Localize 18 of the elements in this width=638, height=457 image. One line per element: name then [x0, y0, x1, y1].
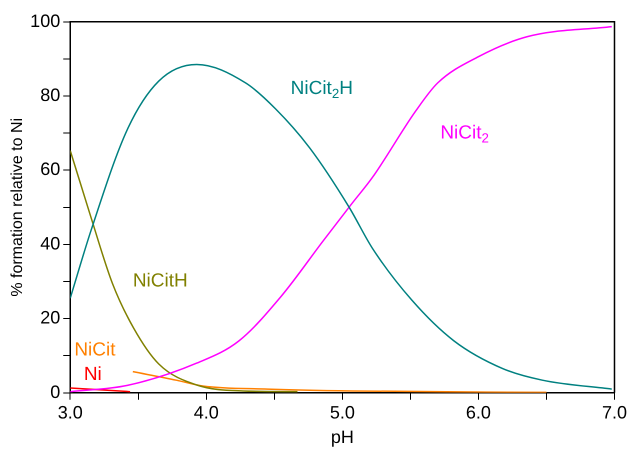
y-tick-label: 20	[40, 308, 60, 328]
series-label: NiCitH	[132, 270, 188, 292]
x-tick-label: 7.0	[602, 402, 628, 423]
x-tick-label: 5.0	[330, 402, 355, 423]
y-axis-title: % formation relative to Ni	[9, 118, 26, 297]
y-tick-label: 0	[50, 382, 60, 402]
x-axis-title: pH	[330, 427, 354, 448]
y-tick-label: 80	[40, 84, 60, 105]
line-series	[70, 150, 298, 392]
x-tick-label: 4.0	[194, 402, 219, 423]
y-tick-label: 40	[40, 233, 60, 254]
y-tick-label: 60	[40, 159, 60, 180]
series-label: NiCit	[74, 339, 116, 360]
series-label: Ni	[84, 364, 102, 386]
y-tick-label: 100	[30, 10, 60, 31]
x-tick-label: 3.0	[58, 402, 83, 423]
x-tick-label: 6.0	[466, 402, 491, 423]
line-series	[132, 370, 548, 393]
